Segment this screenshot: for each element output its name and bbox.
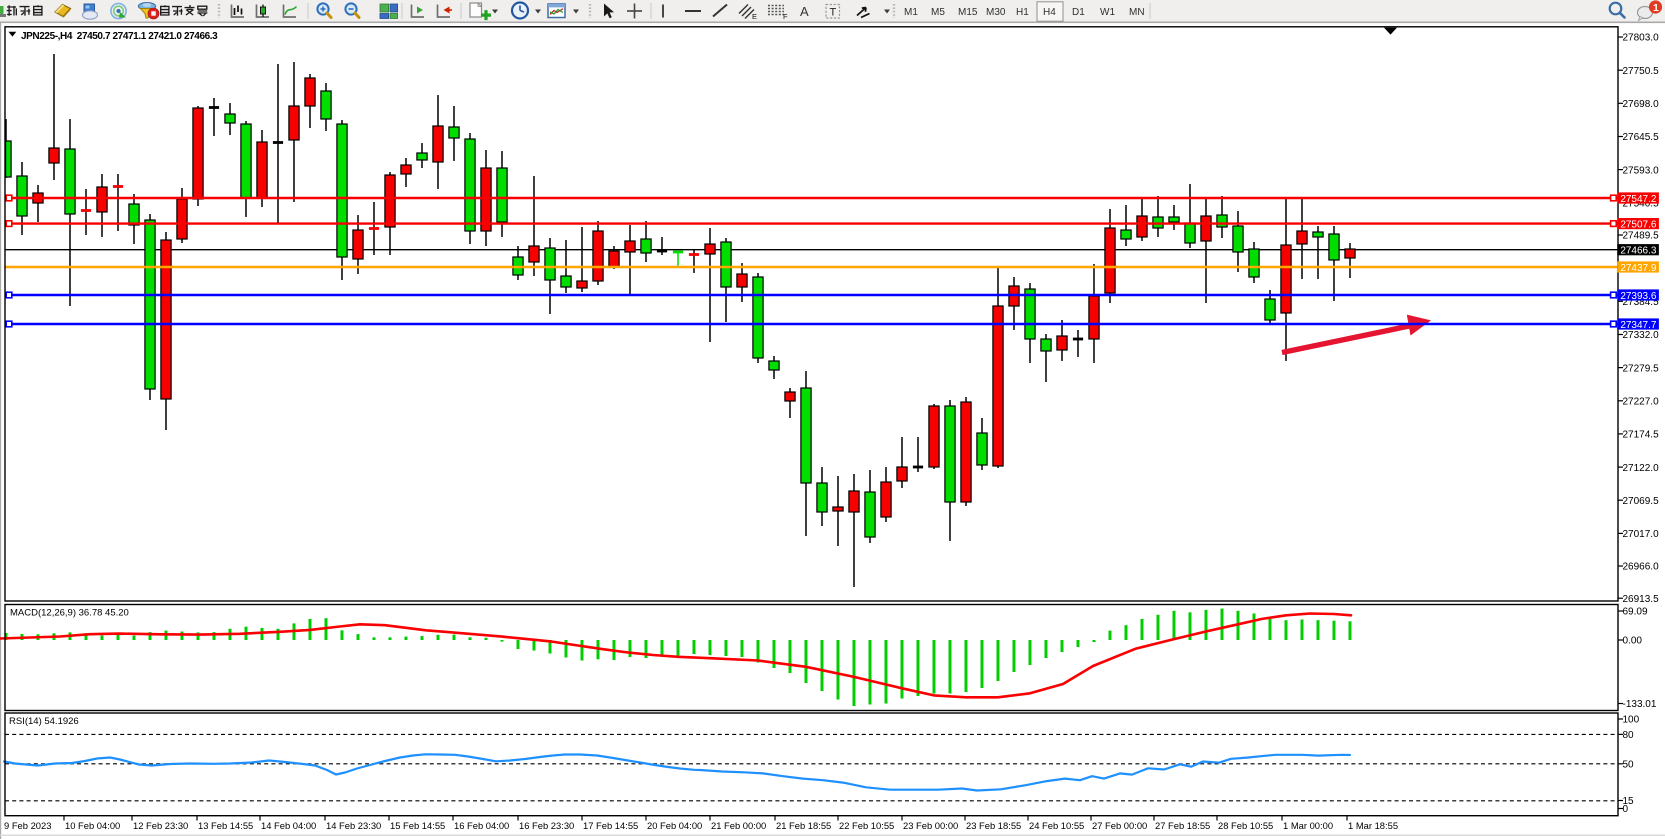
svg-text:27489.5: 27489.5	[1623, 231, 1660, 242]
svg-text:12 Feb 23:30: 12 Feb 23:30	[133, 820, 188, 831]
svg-text:27547.2: 27547.2	[1620, 194, 1657, 205]
svg-text:15 Feb 14:55: 15 Feb 14:55	[390, 820, 445, 831]
svg-text:21 Feb 18:55: 21 Feb 18:55	[776, 820, 831, 831]
svg-text:A: A	[800, 4, 809, 19]
svg-text:27437.9: 27437.9	[1620, 263, 1657, 274]
svg-text:9 Feb 2023: 9 Feb 2023	[4, 820, 51, 831]
svg-text:M15: M15	[958, 7, 978, 18]
svg-text:27 Feb 00:00: 27 Feb 00:00	[1092, 820, 1147, 831]
svg-text:-133.01: -133.01	[1623, 699, 1657, 710]
svg-text:69.09: 69.09	[1623, 607, 1648, 618]
svg-text:MN: MN	[1129, 7, 1145, 18]
svg-text:27017.0: 27017.0	[1623, 529, 1660, 540]
svg-text:13 Feb 14:55: 13 Feb 14:55	[198, 820, 253, 831]
svg-text:27540.5: 27540.5	[1623, 199, 1660, 210]
svg-text:27122.0: 27122.0	[1623, 463, 1660, 474]
svg-text:20 Feb 04:00: 20 Feb 04:00	[647, 820, 702, 831]
svg-text:50: 50	[1623, 760, 1635, 771]
svg-text:23 Feb 18:55: 23 Feb 18:55	[966, 820, 1021, 831]
svg-text:16 Feb 23:30: 16 Feb 23:30	[519, 820, 574, 831]
svg-text:26913.5: 26913.5	[1623, 594, 1660, 605]
svg-text:D1: D1	[1072, 7, 1085, 18]
svg-text:10 Feb 04:00: 10 Feb 04:00	[65, 820, 120, 831]
svg-text:27069.5: 27069.5	[1623, 496, 1660, 507]
svg-text:27393.6: 27393.6	[1620, 291, 1657, 302]
svg-text:1: 1	[1653, 2, 1659, 14]
svg-text:14 Feb 04:00: 14 Feb 04:00	[261, 820, 316, 831]
svg-text:RSI(14) 54.1926: RSI(14) 54.1926	[9, 716, 79, 727]
svg-text:H4: H4	[1043, 7, 1056, 18]
svg-text:15: 15	[1623, 796, 1635, 807]
svg-text:27279.5: 27279.5	[1623, 363, 1660, 374]
svg-text:27227.0: 27227.0	[1623, 397, 1660, 408]
svg-text:27750.5: 27750.5	[1623, 66, 1660, 77]
svg-text:27347.7: 27347.7	[1620, 320, 1657, 331]
svg-text:MACD(12,26,9) 36.78 45.20: MACD(12,26,9) 36.78 45.20	[10, 607, 129, 618]
svg-text:W1: W1	[1100, 7, 1115, 18]
svg-text:27466.3: 27466.3	[1620, 246, 1657, 257]
svg-text:0.00: 0.00	[1623, 636, 1643, 647]
svg-text:JPN225-,H4 27450.7 27471.1 27: JPN225-,H4 27450.7 27471.1 27421.0 27466…	[21, 31, 218, 42]
svg-text:27698.0: 27698.0	[1623, 99, 1660, 110]
svg-text:27 Feb 18:55: 27 Feb 18:55	[1155, 820, 1210, 831]
svg-text:T: T	[830, 7, 837, 19]
svg-text:27384.5: 27384.5	[1623, 297, 1660, 308]
svg-text:0: 0	[1623, 804, 1629, 815]
svg-text:27332.0: 27332.0	[1623, 330, 1660, 341]
svg-text:23 Feb 00:00: 23 Feb 00:00	[903, 820, 958, 831]
svg-text:24 Feb 10:55: 24 Feb 10:55	[1029, 820, 1084, 831]
svg-text:16 Feb 04:00: 16 Feb 04:00	[454, 820, 509, 831]
svg-text:22 Feb 10:55: 22 Feb 10:55	[839, 820, 894, 831]
svg-text:26966.0: 26966.0	[1623, 562, 1660, 573]
svg-text:E: E	[752, 12, 757, 21]
svg-text:14 Feb 23:30: 14 Feb 23:30	[326, 820, 381, 831]
svg-text:27507.6: 27507.6	[1620, 219, 1657, 230]
svg-text:21 Feb 00:00: 21 Feb 00:00	[711, 820, 766, 831]
svg-text:28 Feb 10:55: 28 Feb 10:55	[1218, 820, 1273, 831]
svg-text:27645.5: 27645.5	[1623, 132, 1660, 143]
svg-text:M30: M30	[986, 7, 1006, 18]
svg-text:17 Feb 14:55: 17 Feb 14:55	[583, 820, 638, 831]
svg-text:27803.0: 27803.0	[1623, 33, 1660, 44]
svg-text:27593.0: 27593.0	[1623, 165, 1660, 176]
svg-text:1 Mar 18:55: 1 Mar 18:55	[1348, 820, 1398, 831]
svg-text:M5: M5	[931, 7, 945, 18]
svg-text:H1: H1	[1016, 7, 1029, 18]
svg-text:1 Mar 00:00: 1 Mar 00:00	[1283, 820, 1333, 831]
svg-text:100: 100	[1623, 715, 1640, 726]
svg-text:80: 80	[1623, 730, 1635, 741]
svg-text:F: F	[783, 12, 788, 21]
svg-text:27174.5: 27174.5	[1623, 430, 1660, 441]
svg-text:M1: M1	[904, 7, 918, 18]
